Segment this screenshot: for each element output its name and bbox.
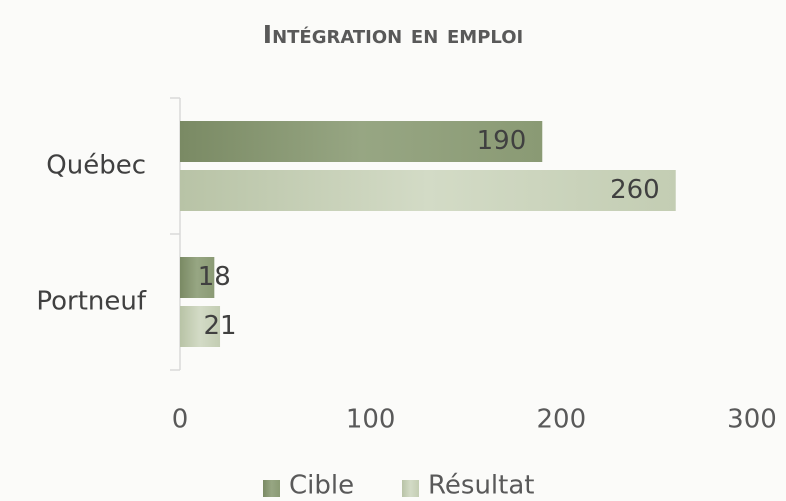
y-tick-label: Portneuf [36,287,146,317]
x-tick-label: 0 [172,405,189,435]
bar [180,170,676,211]
bar [180,257,215,298]
data-label: 260 [610,175,660,205]
data-label: 18 [198,262,231,292]
x-tick-label: 300 [727,405,777,435]
legend-swatch [402,480,419,497]
chart-title: Intégration en emploi [263,20,523,49]
x-tick-label: 100 [346,405,396,435]
legend-label: Résultat [428,471,534,501]
y-tick-label: Québec [46,151,146,181]
x-tick-label: 200 [537,405,587,435]
legend-label: Cible [289,471,354,501]
data-label: 21 [203,311,236,341]
bar [180,306,221,347]
bar [180,121,543,162]
data-label: 190 [477,126,527,156]
legend-swatch [263,480,280,497]
